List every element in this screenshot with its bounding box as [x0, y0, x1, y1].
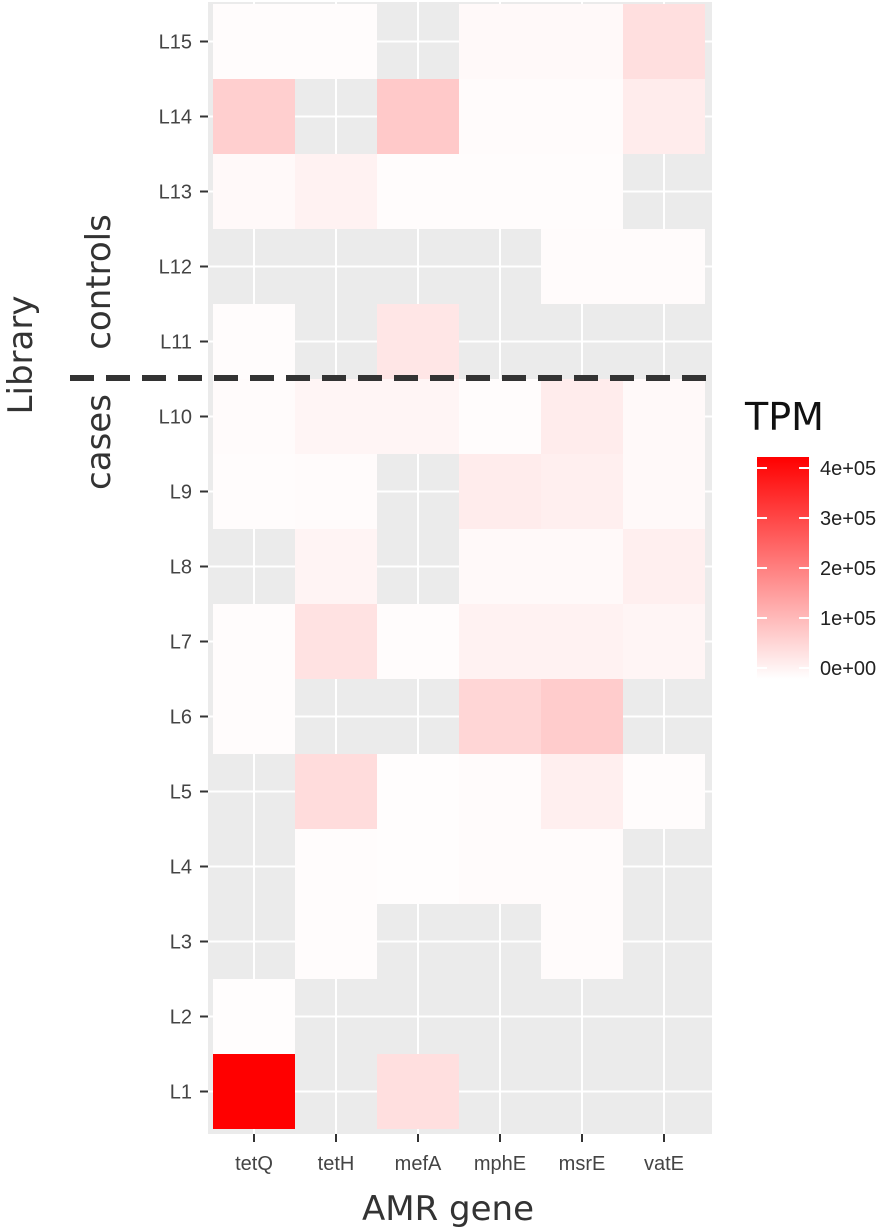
x-axis-title: AMR gene — [362, 1189, 534, 1228]
group-label-controls: controls — [79, 214, 119, 350]
heatmap-cell-L15-tetH — [295, 4, 377, 79]
y-tick-label: L6 — [170, 707, 192, 729]
heatmap-cells — [213, 4, 705, 1129]
heatmap-cell-L4-mefA — [377, 829, 459, 904]
y-tick-label: L1 — [170, 1082, 192, 1104]
heatmap-cell-L7-mefA — [377, 604, 459, 679]
heatmap-cell-L10-msrE — [541, 379, 623, 454]
heatmap-cell-L8-mphE — [459, 529, 541, 604]
y-tick-label: L3 — [170, 932, 192, 954]
legend-tick-label: 3e+05 — [820, 508, 876, 530]
heatmap-cell-L9-tetQ — [213, 454, 295, 529]
heatmap-cell-L13-mphE — [459, 154, 541, 229]
heatmap-cell-L2-tetQ — [213, 979, 295, 1054]
heatmap-cell-L10-tetH — [295, 379, 377, 454]
heatmap-cell-L13-msrE — [541, 154, 623, 229]
heatmap-cell-L9-tetH — [295, 454, 377, 529]
heatmap-cell-L5-mefA — [377, 754, 459, 829]
y-tick-label: L9 — [170, 482, 192, 504]
heatmap-cell-L10-mphE — [459, 379, 541, 454]
heatmap-cell-L14-mphE — [459, 79, 541, 154]
heatmap-cell-L12-msrE — [541, 229, 623, 304]
heatmap-cell-L1-mefA — [377, 1054, 459, 1129]
y-tick-label: L2 — [170, 1007, 192, 1029]
heatmap-cell-L9-msrE — [541, 454, 623, 529]
heatmap-cell-L1-tetQ — [213, 1054, 295, 1129]
legend-tick-label: 2e+05 — [820, 558, 876, 580]
heatmap-cell-L7-vatE — [623, 604, 705, 679]
heatmap-cell-L13-mefA — [377, 154, 459, 229]
x-tick-label: vatE — [644, 1153, 684, 1175]
heatmap-cell-L8-msrE — [541, 529, 623, 604]
y-tick-label: L11 — [160, 332, 192, 354]
heatmap-cell-L15-mphE — [459, 4, 541, 79]
y-tick-label: L12 — [159, 257, 192, 279]
x-tick-label: mphE — [474, 1153, 526, 1175]
heatmap-cell-L10-tetQ — [213, 379, 295, 454]
x-tick-label: tetQ — [235, 1153, 273, 1175]
y-tick-label: L15 — [159, 32, 192, 54]
x-tick-label: msrE — [559, 1153, 606, 1175]
y-tick-label: L5 — [170, 782, 192, 804]
heatmap-cell-L8-tetH — [295, 529, 377, 604]
heatmap-cell-L11-tetQ — [213, 304, 295, 379]
group-label-cases: cases — [79, 394, 119, 490]
heatmap-cell-L13-tetQ — [213, 154, 295, 229]
heatmap-cell-L10-mefA — [377, 379, 459, 454]
heatmap-cell-L12-vatE — [623, 229, 705, 304]
heatmap-cell-L10-vatE — [623, 379, 705, 454]
heatmap-cell-L5-tetH — [295, 754, 377, 829]
heatmap-cell-L7-tetH — [295, 604, 377, 679]
y-tick-label: L7 — [170, 632, 192, 654]
heatmap-cell-L14-vatE — [623, 79, 705, 154]
heatmap-cell-L3-msrE — [541, 904, 623, 979]
legend-title: TPM — [744, 395, 824, 439]
y-tick-label: L10 — [159, 407, 192, 429]
heatmap-cell-L14-tetQ — [213, 79, 295, 154]
heatmap-cell-L7-mphE — [459, 604, 541, 679]
y-tick-label: L4 — [170, 857, 192, 879]
heatmap-cell-L6-mphE — [459, 679, 541, 754]
y-axis-title: Library — [1, 296, 41, 415]
heatmap-cell-L15-tetQ — [213, 4, 295, 79]
heatmap-cell-L9-vatE — [623, 454, 705, 529]
x-tick-label: mefA — [395, 1153, 442, 1175]
heatmap-cell-L7-msrE — [541, 604, 623, 679]
heatmap-cell-L4-tetH — [295, 829, 377, 904]
heatmap-cell-L7-tetQ — [213, 604, 295, 679]
heatmap-cell-L6-msrE — [541, 679, 623, 754]
y-tick-label: L13 — [159, 182, 192, 204]
heatmap-cell-L14-msrE — [541, 79, 623, 154]
y-tick-label: L14 — [159, 107, 192, 129]
y-axis: L1 L2 L3 L4 L5 L6 L7 L8 L9 L10 L11 L12 L13 L14 L15 — [159, 32, 208, 1104]
heatmap-cell-L4-msrE — [541, 829, 623, 904]
x-tick-label: tetH — [318, 1153, 355, 1175]
heatmap-cell-L15-vatE — [623, 4, 705, 79]
heatmap-cell-L13-tetH — [295, 154, 377, 229]
heatmap-cell-L3-tetH — [295, 904, 377, 979]
heatmap-cell-L6-tetQ — [213, 679, 295, 754]
heatmap-cell-L5-msrE — [541, 754, 623, 829]
heatmap-cell-L15-msrE — [541, 4, 623, 79]
heatmap-cell-L9-mphE — [459, 454, 541, 529]
legend-tick-label: 1e+05 — [820, 608, 876, 630]
y-tick-label: L8 — [170, 557, 192, 579]
x-axis: tetQ tetH mefA mphE msrE vatE — [235, 1134, 684, 1175]
heatmap-cell-L5-mphE — [459, 754, 541, 829]
heatmap-cell-L11-mefA — [377, 304, 459, 379]
color-legend: TPM 0e+00 1e+05 2e+05 3e+05 4e+05 — [744, 395, 876, 680]
legend-tick-label: 0e+00 — [820, 658, 876, 680]
heatmap-cell-L5-vatE — [623, 754, 705, 829]
heatmap-cell-L14-mefA — [377, 79, 459, 154]
heatmap-cell-L4-mphE — [459, 829, 541, 904]
legend-tick-label: 4e+05 — [820, 458, 876, 480]
heatmap-cell-L8-vatE — [623, 529, 705, 604]
